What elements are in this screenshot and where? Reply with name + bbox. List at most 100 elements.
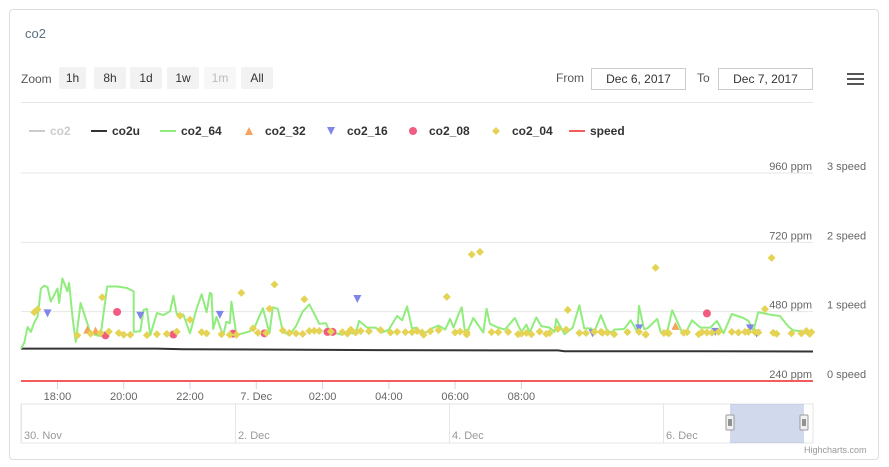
point-co2_04 bbox=[623, 328, 632, 337]
point-co2_04 bbox=[119, 330, 128, 339]
legend-item-co2[interactable]: co2 bbox=[50, 124, 71, 138]
point-co2_04 bbox=[641, 330, 650, 339]
point-co2_04 bbox=[232, 330, 241, 339]
zoom-button-8h[interactable]: 8h bbox=[94, 67, 126, 89]
point-co2_04 bbox=[278, 326, 287, 335]
point-co2_04 bbox=[248, 324, 257, 333]
point-co2_04 bbox=[104, 327, 113, 336]
point-co2_04 bbox=[73, 331, 82, 340]
point-co2_04 bbox=[376, 326, 385, 335]
zoom-button-1w[interactable]: 1w bbox=[167, 67, 199, 89]
legend-item-speed[interactable]: speed bbox=[590, 124, 625, 138]
point-co2_04 bbox=[262, 329, 271, 338]
x-axis-tick-label: 20:00 bbox=[110, 391, 138, 403]
navigator-label: 2. Dec bbox=[238, 430, 270, 442]
point-co2_04 bbox=[142, 331, 151, 340]
point-co2_04 bbox=[253, 328, 262, 337]
zoom-label: Zoom bbox=[21, 72, 52, 86]
point-co2_04 bbox=[451, 328, 460, 337]
point-co2_16 bbox=[136, 311, 145, 320]
y-axis-right-tick-label: 1 speed bbox=[827, 300, 866, 312]
range-to-label: To bbox=[697, 71, 710, 85]
point-co2_04 bbox=[702, 328, 711, 337]
zoom-button-all[interactable]: All bbox=[241, 67, 273, 89]
point-co2_04 bbox=[535, 327, 544, 336]
x-axis-tick-label: 18:00 bbox=[44, 391, 72, 403]
y-axis-right-tick-label: 3 speed bbox=[827, 161, 866, 173]
point-co2_04 bbox=[590, 327, 599, 336]
point-co2_04 bbox=[401, 328, 410, 337]
point-co2_04 bbox=[186, 315, 195, 324]
legend-item-co2_08[interactable]: co2_08 bbox=[429, 124, 470, 138]
point-co2_16 bbox=[746, 324, 755, 333]
x-axis-tick-label: 02:00 bbox=[309, 391, 337, 403]
point-co2_04 bbox=[517, 329, 526, 338]
point-co2_04 bbox=[635, 327, 644, 336]
point-co2_04 bbox=[603, 328, 612, 337]
point-co2_04 bbox=[527, 330, 536, 339]
point-co2_04 bbox=[697, 328, 706, 337]
point-co2_04 bbox=[386, 328, 395, 337]
legend-item-co2_16[interactable]: co2_16 bbox=[347, 124, 388, 138]
x-axis-tick-label: 08:00 bbox=[508, 391, 536, 403]
point-co2_04 bbox=[364, 327, 373, 336]
zoom-button-1d[interactable]: 1d bbox=[130, 67, 162, 89]
navigator-label: 30. Nov bbox=[24, 430, 62, 442]
point-co2_04 bbox=[152, 330, 161, 339]
point-co2_08 bbox=[702, 309, 711, 318]
series-line-co2_64 bbox=[20, 277, 813, 350]
point-co2_04 bbox=[270, 280, 279, 289]
point-co2_04 bbox=[598, 328, 607, 337]
point-co2_04 bbox=[393, 327, 402, 336]
credits-link[interactable]: Highcharts.com bbox=[804, 445, 867, 455]
point-co2_04 bbox=[683, 328, 692, 337]
x-axis-tick-label: 04:00 bbox=[375, 391, 403, 403]
zoom-button-1m: 1m bbox=[204, 67, 236, 89]
context-menu-icon[interactable] bbox=[847, 73, 864, 87]
navigator-track bbox=[20, 403, 814, 444]
point-co2_04 bbox=[807, 328, 816, 337]
toolbar-divider bbox=[21, 102, 813, 103]
point-co2_04 bbox=[292, 329, 301, 338]
point-co2_04 bbox=[356, 327, 365, 336]
point-co2_04 bbox=[563, 305, 572, 314]
point-co2_04 bbox=[610, 330, 619, 339]
x-axis-tick-label: 7. Dec bbox=[240, 391, 272, 403]
point-co2_04 bbox=[475, 247, 484, 256]
point-co2_04 bbox=[98, 293, 107, 302]
point-co2_04 bbox=[225, 330, 234, 339]
navigator-selection[interactable] bbox=[730, 404, 804, 443]
y-axis-left-tick-label: 720 ppm bbox=[769, 230, 812, 242]
navigator-handle[interactable] bbox=[799, 414, 809, 431]
point-co2_04 bbox=[298, 329, 307, 338]
point-co2_04 bbox=[456, 327, 465, 336]
legend-item-co2_64[interactable]: co2_64 bbox=[181, 124, 222, 138]
range-to-input[interactable]: Dec 7, 2017 bbox=[718, 68, 813, 90]
zoom-button-1h[interactable]: 1h bbox=[59, 67, 86, 89]
point-co2_04 bbox=[714, 327, 723, 336]
point-co2_04 bbox=[760, 305, 769, 314]
navigator-handle[interactable] bbox=[725, 414, 735, 431]
legend-item-co2u[interactable]: co2u bbox=[112, 124, 140, 138]
point-co2_04 bbox=[462, 330, 471, 339]
point-co2_04 bbox=[33, 305, 42, 314]
point-co2_04 bbox=[787, 329, 796, 338]
legend-symbol bbox=[327, 127, 335, 135]
range-from-input[interactable]: Dec 6, 2017 bbox=[591, 68, 686, 90]
navigator-label: 4. Dec bbox=[452, 430, 484, 442]
x-axis-tick-label: 22:00 bbox=[176, 391, 204, 403]
y-axis-left-tick-label: 240 ppm bbox=[769, 369, 812, 381]
x-axis-tick-label: 06:00 bbox=[441, 391, 469, 403]
legend-item-co2_04[interactable]: co2_04 bbox=[512, 124, 553, 138]
legend-item-co2_32[interactable]: co2_32 bbox=[265, 124, 306, 138]
point-co2_04 bbox=[664, 329, 673, 338]
point-co2_16 bbox=[43, 309, 52, 318]
point-co2_32 bbox=[671, 321, 680, 330]
point-co2_04 bbox=[419, 330, 428, 339]
point-co2_04 bbox=[162, 329, 171, 338]
point-co2_04 bbox=[237, 288, 246, 297]
point-co2_08 bbox=[113, 307, 122, 316]
point-co2_04 bbox=[300, 295, 309, 304]
point-co2_04 bbox=[305, 327, 314, 336]
